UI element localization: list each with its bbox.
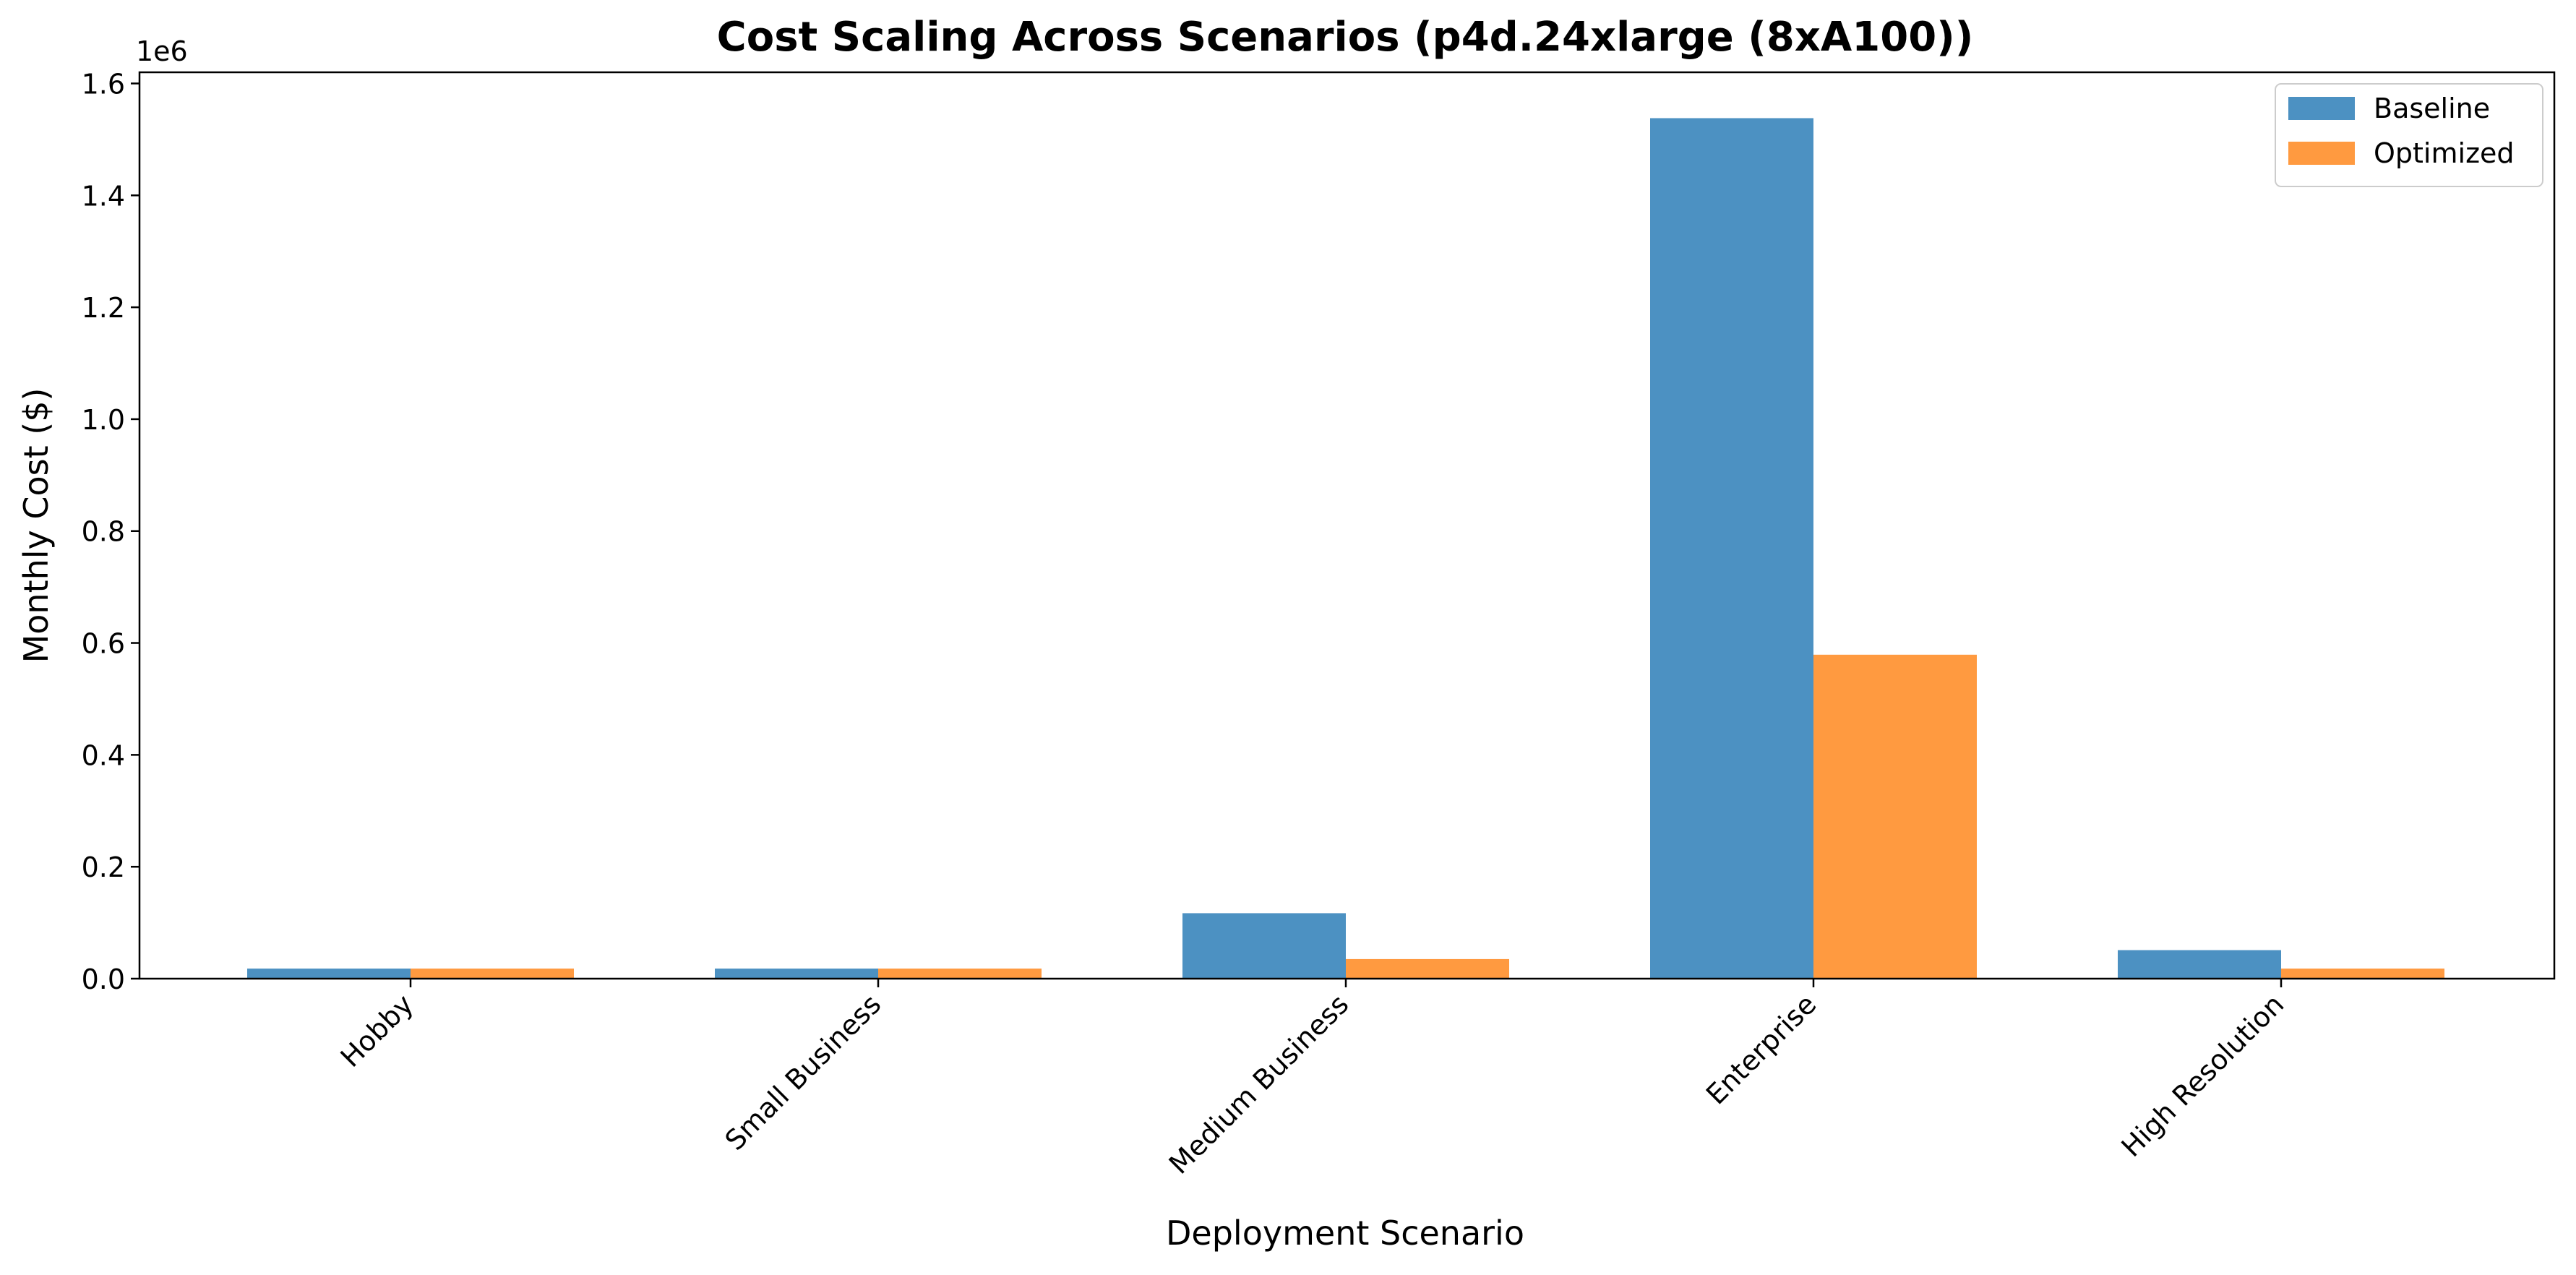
x-axis-label: Deployment Scenario <box>1166 1214 1524 1253</box>
legend-swatch-optimized <box>2288 142 2355 165</box>
bars-group <box>247 118 2444 979</box>
bar-optimized-2 <box>1346 958 1509 979</box>
bar-baseline-1 <box>715 969 878 979</box>
bar-baseline-0 <box>247 969 411 979</box>
y-tick-label: 0.0 <box>82 963 125 995</box>
x-axis: Hobby Small Business Medium Business Enterp… <box>335 979 2291 1180</box>
y-axis-label: Monthly Cost ($) <box>17 388 56 664</box>
y-tick-label: 0.6 <box>82 628 125 660</box>
legend-label-optimized: Optimized <box>2374 137 2515 169</box>
y-tick-label: 1.4 <box>82 180 125 212</box>
y-offset-label: 1e6 <box>136 35 188 67</box>
bar-optimized-4 <box>2281 969 2444 979</box>
x-tick-label: Enterprise <box>1700 988 1822 1110</box>
y-tick-label: 1.0 <box>82 404 125 436</box>
bar-optimized-0 <box>411 969 574 979</box>
legend-label-baseline: Baseline <box>2374 93 2490 124</box>
bar-optimized-3 <box>1813 654 1977 979</box>
x-tick-label: Medium Business <box>1163 988 1355 1180</box>
y-tick-label: 0.2 <box>82 851 125 883</box>
x-tick-label: High Resolution <box>2116 988 2291 1163</box>
y-tick-label: 1.2 <box>82 292 125 324</box>
chart-title: Cost Scaling Across Scenarios (p4d.24xla… <box>717 14 1974 61</box>
y-axis: 0.0 0.2 0.4 0.6 0.8 1.0 1.2 1.4 1.6 <box>82 68 139 995</box>
bar-baseline-3 <box>1650 118 1813 979</box>
legend: Baseline Optimized <box>2275 83 2543 187</box>
legend-swatch-baseline <box>2288 97 2355 120</box>
bar-baseline-2 <box>1182 913 1346 979</box>
x-tick-label: Small Business <box>719 988 888 1156</box>
y-tick-label: 0.8 <box>82 516 125 548</box>
x-tick-label: Hobby <box>335 988 420 1073</box>
y-tick-label: 1.6 <box>82 68 125 100</box>
plot-frame <box>138 71 2556 980</box>
bar-optimized-1 <box>878 969 1042 979</box>
y-tick-label: 0.4 <box>82 739 125 771</box>
bar-baseline-4 <box>2118 950 2281 979</box>
